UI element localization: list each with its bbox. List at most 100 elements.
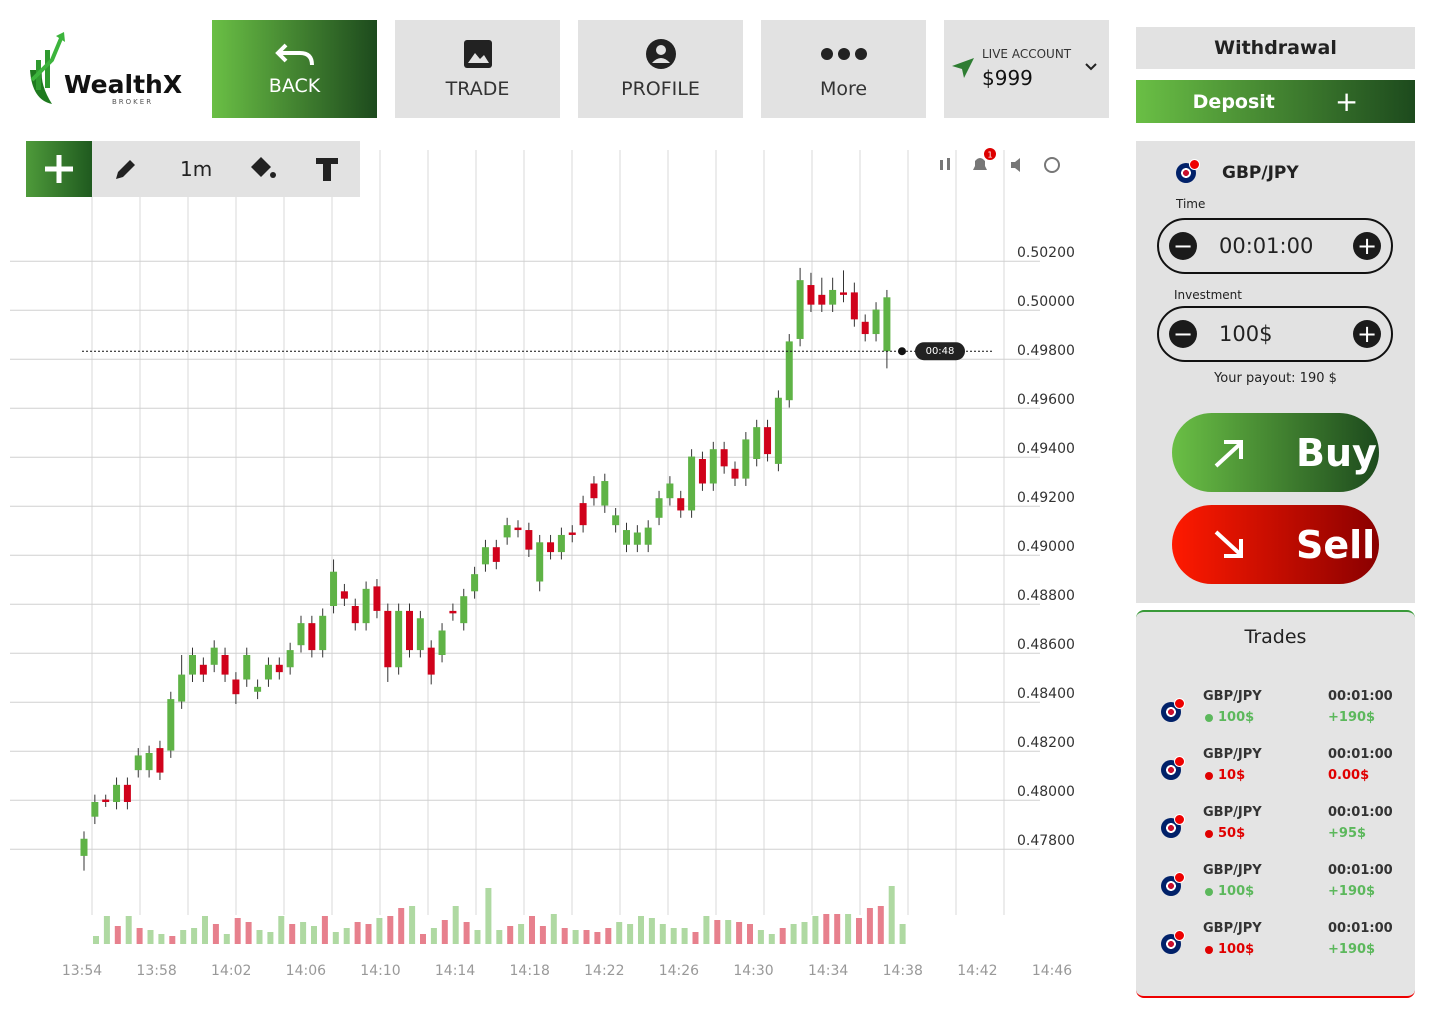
toolbar: 1m [92, 141, 360, 197]
volume-bar [703, 916, 710, 944]
profile-button[interactable]: PROFILE [578, 20, 743, 118]
investment-value: 100$ [1219, 322, 1273, 346]
x-tick-label: 13:58 [136, 963, 176, 979]
deposit-button[interactable]: Deposit + [1136, 80, 1415, 123]
y-tick-label: 0.49000 [1017, 539, 1075, 555]
x-tick-label: 14:38 [883, 963, 923, 979]
buy-button[interactable]: Buy [1172, 413, 1379, 492]
candle-body [655, 498, 663, 518]
trade-row[interactable]: GBP/JPY 100$ 00:01:00 +190$ [1136, 916, 1413, 966]
volume-bar [899, 924, 906, 944]
trades-panel: Trades GBP/JPY 100$ 00:01:00 +190$ GBP/JPY 10… [1136, 610, 1415, 998]
trade-pair: GBP/JPY [1203, 863, 1262, 878]
candle-body [275, 664, 283, 673]
volume-bar [801, 922, 808, 944]
trade-row[interactable]: GBP/JPY 100$ 00:01:00 +190$ [1136, 858, 1413, 908]
candle-body [308, 623, 316, 651]
trade-payout: +190$ [1328, 942, 1376, 957]
trade-amount: 10$ [1205, 768, 1245, 783]
volume-bar [714, 920, 721, 944]
volume-bar [430, 928, 437, 944]
volume-bar [267, 932, 274, 944]
volume-bar [212, 924, 219, 944]
candle-body [818, 294, 826, 305]
candle-body [796, 280, 804, 339]
volume-bar [234, 918, 241, 944]
back-button[interactable]: BACK [212, 20, 377, 118]
candle-body [351, 606, 359, 624]
y-tick-label: 0.48400 [1017, 686, 1075, 702]
candle-body [80, 838, 88, 856]
candle-body [666, 483, 674, 499]
logo[interactable]: WealthX BROKER [22, 30, 182, 110]
volume-bar [594, 932, 601, 944]
candle-body [731, 468, 739, 479]
volume-bar [474, 930, 481, 944]
investment-input[interactable]: −100$ + [1157, 306, 1393, 362]
volume-bar [289, 924, 296, 944]
trade-pair: GBP/JPY [1203, 747, 1262, 762]
volume-bar [420, 934, 426, 944]
x-tick-label: 14:30 [733, 963, 773, 979]
minus-button[interactable]: − [1169, 320, 1197, 348]
candle-body [612, 515, 620, 526]
pencil-tool[interactable] [112, 157, 138, 183]
timer-badge [915, 342, 965, 361]
candle-body [536, 542, 544, 582]
volume-bar [518, 924, 525, 944]
minus-button[interactable]: − [1169, 232, 1197, 260]
candle-body [742, 439, 750, 479]
trade-row[interactable]: GBP/JPY 100$ 00:01:00 +190$ [1136, 684, 1413, 734]
add-button[interactable] [26, 141, 92, 197]
candle-body [460, 596, 468, 624]
investment-label: Investment [1174, 288, 1242, 302]
text-tool[interactable] [314, 155, 340, 183]
trade-amount: 100$ [1205, 884, 1254, 899]
volume-bar [332, 932, 339, 944]
volume-bar [496, 930, 503, 944]
volume-bar [616, 922, 623, 944]
candle-body [525, 530, 533, 550]
volume-bar [202, 916, 208, 944]
time-label: Time [1176, 197, 1206, 211]
x-tick-label: 14:02 [211, 963, 251, 979]
back-icon [274, 43, 314, 66]
volume-bar [747, 924, 753, 944]
sell-button[interactable]: Sell [1172, 505, 1379, 584]
plus-button[interactable]: + [1353, 320, 1381, 348]
x-tick-label: 14:42 [957, 963, 997, 979]
candle-body [720, 449, 728, 467]
trade-button[interactable]: TRADE [395, 20, 560, 118]
candle-body [840, 292, 847, 295]
candle-body [243, 655, 251, 680]
candle-body [764, 427, 772, 455]
trade-row[interactable]: GBP/JPY 50$ 00:01:00 +95$ [1136, 800, 1413, 850]
volume-bar [191, 928, 198, 944]
flag [1176, 159, 1200, 183]
volume-bar [223, 934, 230, 944]
interval-selector[interactable]: 1m [180, 157, 213, 181]
status-dot [1205, 946, 1213, 954]
volume-bar [648, 918, 655, 944]
candle-body [785, 341, 793, 401]
y-tick-label: 0.50000 [1017, 294, 1075, 310]
fill-tool[interactable] [247, 155, 277, 183]
candle-body [503, 525, 511, 538]
candle-body [167, 699, 175, 751]
candle-body [406, 610, 413, 651]
candle-body [91, 802, 99, 817]
time-input[interactable]: −00:01:00 + [1157, 218, 1393, 274]
candle-body [113, 784, 121, 802]
trade-row[interactable]: GBP/JPY 10$ 00:01:00 0.00$ [1136, 742, 1413, 792]
candle-body [557, 534, 565, 553]
notification-badge: 1 [987, 151, 992, 160]
candle-body [579, 503, 587, 526]
plus-button[interactable]: + [1353, 232, 1381, 260]
withdrawal-button[interactable]: Withdrawal [1136, 27, 1415, 69]
account-selector[interactable]: LIVE ACCOUNT $999 [944, 20, 1109, 118]
more-button[interactable]: More [761, 20, 926, 118]
candle-body [189, 655, 196, 675]
account-balance: $999 [982, 66, 1033, 90]
volume-bar [736, 922, 743, 944]
